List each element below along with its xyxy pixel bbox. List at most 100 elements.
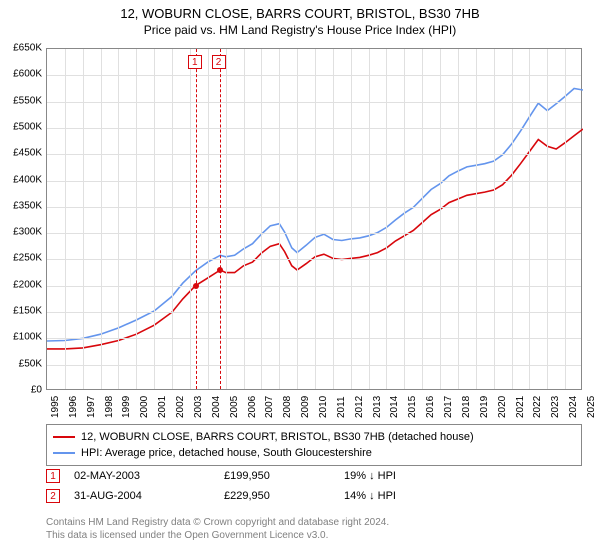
- xtick-label: 2025: [586, 396, 597, 418]
- vgrid: [529, 49, 530, 389]
- ytick-label: £100K: [13, 332, 42, 343]
- vgrid: [297, 49, 298, 389]
- xtick-label: 2003: [193, 396, 204, 418]
- ytick-label: £500K: [13, 121, 42, 132]
- ytick-label: £50K: [19, 358, 42, 369]
- vgrid: [101, 49, 102, 389]
- transaction-diff: 14% ↓ HPI: [344, 490, 396, 502]
- sale-marker-line: [196, 49, 197, 389]
- hgrid: [47, 181, 581, 182]
- ytick-label: £0: [31, 385, 42, 396]
- vgrid: [261, 49, 262, 389]
- xtick-label: 2002: [175, 396, 186, 418]
- vgrid: [83, 49, 84, 389]
- legend-swatch: [53, 452, 75, 454]
- vgrid: [279, 49, 280, 389]
- ytick-label: £600K: [13, 69, 42, 80]
- sale-marker-box: 2: [212, 55, 226, 69]
- xtick-label: 2024: [568, 396, 579, 418]
- legend-text: 12, WOBURN CLOSE, BARRS COURT, BRISTOL, …: [81, 431, 474, 443]
- vgrid: [351, 49, 352, 389]
- hgrid: [47, 128, 581, 129]
- xtick-label: 2013: [372, 396, 383, 418]
- chart-container: 12, WOBURN CLOSE, BARRS COURT, BRISTOL, …: [0, 0, 600, 560]
- xtick-label: 1997: [86, 396, 97, 418]
- vgrid: [208, 49, 209, 389]
- hgrid: [47, 365, 581, 366]
- footer-line1: Contains HM Land Registry data © Crown c…: [46, 516, 389, 529]
- xtick-label: 2018: [461, 396, 472, 418]
- xtick-label: 2020: [497, 396, 508, 418]
- xtick-label: 2023: [550, 396, 561, 418]
- hgrid: [47, 154, 581, 155]
- footer-attribution: Contains HM Land Registry data © Crown c…: [46, 516, 389, 542]
- vgrid: [65, 49, 66, 389]
- xtick-label: 2000: [139, 396, 150, 418]
- xtick-label: 1998: [104, 396, 115, 418]
- transaction-diff: 19% ↓ HPI: [344, 470, 396, 482]
- vgrid: [118, 49, 119, 389]
- vgrid: [172, 49, 173, 389]
- xtick-label: 2014: [389, 396, 400, 418]
- transaction-row: 102-MAY-2003£199,95019% ↓ HPI: [46, 466, 582, 486]
- xtick-label: 2004: [211, 396, 222, 418]
- ytick-label: £550K: [13, 95, 42, 106]
- hgrid: [47, 75, 581, 76]
- xtick-label: 2021: [515, 396, 526, 418]
- hgrid: [47, 286, 581, 287]
- transaction-marker: 1: [46, 469, 60, 483]
- hgrid: [47, 259, 581, 260]
- hgrid: [47, 312, 581, 313]
- vgrid: [494, 49, 495, 389]
- ytick-label: £300K: [13, 227, 42, 238]
- ytick-label: £250K: [13, 253, 42, 264]
- vgrid: [244, 49, 245, 389]
- hgrid: [47, 338, 581, 339]
- ytick-label: £400K: [13, 174, 42, 185]
- transaction-row: 2 31-AUG-2004£229,95014% ↓ HPI: [46, 486, 582, 506]
- xtick-label: 2019: [479, 396, 490, 418]
- hgrid: [47, 102, 581, 103]
- vgrid: [386, 49, 387, 389]
- plot-area: 12: [46, 48, 582, 390]
- vgrid: [190, 49, 191, 389]
- ytick-label: £350K: [13, 200, 42, 211]
- xtick-label: 2005: [229, 396, 240, 418]
- xtick-label: 1995: [50, 396, 61, 418]
- xtick-label: 2022: [532, 396, 543, 418]
- vgrid: [315, 49, 316, 389]
- vgrid: [547, 49, 548, 389]
- xtick-label: 2010: [318, 396, 329, 418]
- ytick-label: £150K: [13, 306, 42, 317]
- vgrid: [333, 49, 334, 389]
- vgrid: [154, 49, 155, 389]
- sale-marker-line: [220, 49, 221, 389]
- sale-dot: [193, 283, 199, 289]
- transactions-table: 102-MAY-2003£199,95019% ↓ HPI231-AUG-200…: [46, 466, 582, 506]
- legend-row: HPI: Average price, detached house, Sout…: [53, 445, 575, 461]
- ytick-label: £450K: [13, 148, 42, 159]
- vgrid: [369, 49, 370, 389]
- xtick-label: 2011: [336, 396, 347, 418]
- xtick-label: 2012: [354, 396, 365, 418]
- vgrid: [422, 49, 423, 389]
- legend-row: 12, WOBURN CLOSE, BARRS COURT, BRISTOL, …: [53, 429, 575, 445]
- transaction-date: 31-AUG-2004: [74, 490, 224, 502]
- title-address: 12, WOBURN CLOSE, BARRS COURT, BRISTOL, …: [0, 6, 600, 21]
- transaction-marker: 2: [46, 489, 60, 503]
- sale-marker-box: 1: [188, 55, 202, 69]
- xtick-label: 2009: [300, 396, 311, 418]
- footer-line2: This data is licensed under the Open Gov…: [46, 529, 389, 542]
- transaction-price: £229,950: [224, 490, 344, 502]
- legend-swatch: [53, 436, 75, 438]
- ytick-label: £200K: [13, 279, 42, 290]
- vgrid: [476, 49, 477, 389]
- xtick-label: 2017: [443, 396, 454, 418]
- legend-text: HPI: Average price, detached house, Sout…: [81, 447, 372, 459]
- vgrid: [512, 49, 513, 389]
- sale-dot: [217, 267, 223, 273]
- title-block: 12, WOBURN CLOSE, BARRS COURT, BRISTOL, …: [0, 0, 600, 37]
- xtick-label: 2007: [264, 396, 275, 418]
- vgrid: [136, 49, 137, 389]
- transaction-price: £199,950: [224, 470, 344, 482]
